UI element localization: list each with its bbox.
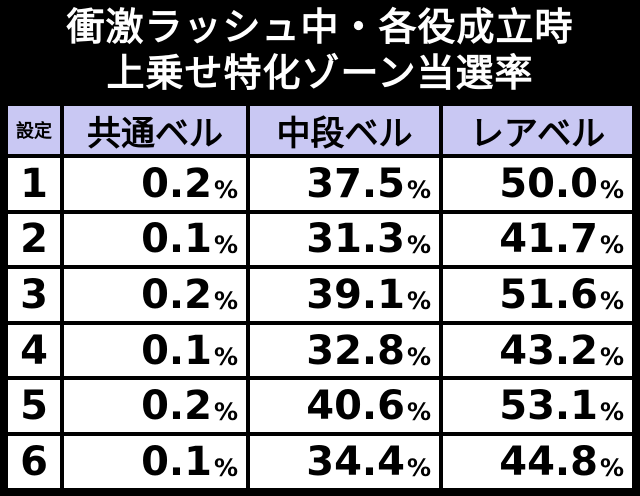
- setting-label: 4: [6, 322, 62, 379]
- setting-label: 2: [6, 211, 62, 268]
- middle-bell-value: 32.8%: [248, 322, 441, 379]
- rare-bell-value: 51.6%: [441, 267, 634, 323]
- setting-label: 6: [6, 433, 62, 490]
- middle-bell-value: 40.6%: [248, 378, 441, 434]
- setting-label: 3: [6, 267, 62, 323]
- header-setting: 設定: [6, 104, 62, 156]
- rare-bell-value: 41.7%: [441, 211, 634, 268]
- middle-bell-value: 34.4%: [248, 433, 441, 490]
- middle-bell-value: 37.5%: [248, 156, 441, 212]
- common-bell-value: 0.2%: [62, 156, 248, 212]
- title-line-2: 上乗せ特化ゾーン当選率: [106, 51, 534, 95]
- rare-bell-value: 50.0%: [441, 156, 634, 212]
- common-bell-value: 0.1%: [62, 433, 248, 490]
- rare-bell-value: 43.2%: [441, 322, 634, 379]
- common-bell-value: 0.2%: [62, 378, 248, 434]
- rare-bell-value: 53.1%: [441, 378, 634, 434]
- header-rare-bell: レアベル: [441, 104, 634, 156]
- header-common-bell: 共通ベル: [62, 104, 248, 156]
- page-title: 衝激ラッシュ中・各役成立時 上乗せ特化ゾーン当選率: [0, 0, 640, 100]
- common-bell-value: 0.2%: [62, 267, 248, 323]
- title-line-1: 衝激ラッシュ中・各役成立時: [66, 5, 574, 49]
- header-middle-bell: 中段ベル: [248, 104, 441, 156]
- setting-label: 5: [6, 378, 62, 434]
- middle-bell-value: 31.3%: [248, 211, 441, 268]
- common-bell-value: 0.1%: [62, 322, 248, 379]
- probability-table: 設定 共通ベル 中段ベル レアベル 1 0.2% 37.5% 50.0% 2 0…: [6, 104, 634, 490]
- middle-bell-value: 39.1%: [248, 267, 441, 323]
- setting-label: 1: [6, 156, 62, 212]
- common-bell-value: 0.1%: [62, 211, 248, 268]
- rare-bell-value: 44.8%: [441, 433, 634, 490]
